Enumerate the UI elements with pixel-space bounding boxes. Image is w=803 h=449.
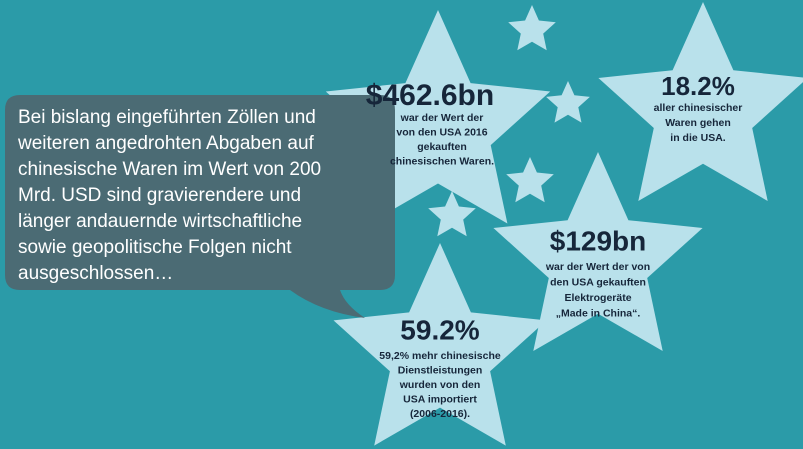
stat-text: aller chinesischer [654, 102, 743, 114]
small-star [428, 191, 476, 237]
bubble-text: Bei bislang eingeführten Zöllen und [18, 107, 316, 128]
speech-bubble [5, 95, 395, 318]
stat-headline: $462.6bn [366, 79, 494, 112]
stat-text: chinesischen Waren. [390, 155, 494, 167]
stat-headline: 18.2% [661, 71, 735, 101]
stat-headline: $129bn [550, 225, 647, 256]
bubble-text: Mrd. USD sind gravierendere und [18, 185, 301, 206]
stat-text: 59,2% mehr chinesische [379, 350, 501, 362]
stat-text: USA importiert [403, 393, 477, 405]
stat-text: gekauften [417, 141, 467, 153]
stat-headline: 59.2% [400, 314, 479, 345]
stat-text: (2006-2016). [410, 408, 470, 420]
stat-text: von den USA 2016 [396, 126, 487, 138]
bubble-text: sowie geopolitische Folgen nicht [18, 237, 292, 258]
stat-text: war der Wert der [400, 112, 484, 124]
stat-text: Dienstleistungen [398, 364, 483, 376]
bubble-text: ausgeschlossen… [18, 263, 173, 284]
small-star [546, 81, 590, 123]
stat-text: „Made in China“. [556, 307, 641, 319]
bubble-text: chinesische Waren im Wert von 200 [18, 159, 321, 180]
bubble-text: weiteren angedrohten Abgaben auf [17, 133, 315, 154]
stat-text: wurden von den [399, 379, 481, 391]
stat-text: war der Wert der von [545, 261, 650, 273]
small-star [508, 5, 556, 51]
stat-star [598, 2, 803, 201]
stars-layer [325, 2, 803, 446]
stat-star [333, 243, 547, 446]
stat-text: Waren gehen [665, 117, 731, 129]
stat-text: in die USA. [670, 132, 726, 144]
stat-star [493, 152, 703, 351]
stat-text: den USA gekauften [550, 276, 646, 288]
small-star [506, 157, 554, 203]
bubble-text: länger andauernde wirtschaftliche [18, 211, 302, 232]
stat-text: Elektrogeräte [564, 292, 631, 304]
